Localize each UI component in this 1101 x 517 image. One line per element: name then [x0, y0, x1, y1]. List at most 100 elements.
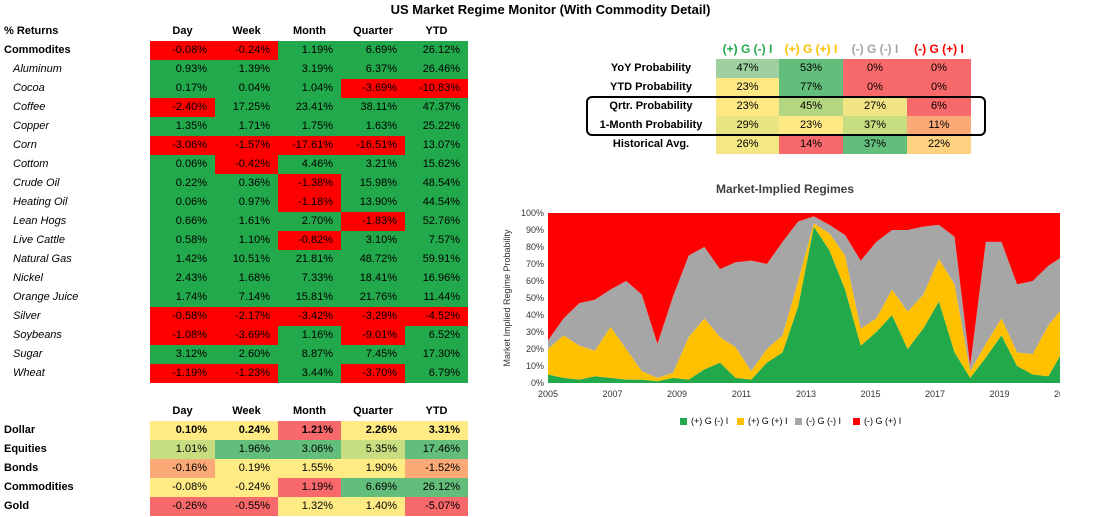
probability-cell: 53% [779, 59, 843, 78]
regime-header: (+) G (-) I [722, 42, 773, 56]
commodity-label: Aluminum [13, 63, 62, 75]
asset-header-month: Month [293, 405, 326, 417]
commodity-label: Heating Oil [13, 196, 68, 208]
legend-label: (-) G (+) I [864, 416, 902, 426]
asset-cell: -0.16% [150, 459, 215, 478]
commodity-cell: -1.57% [215, 136, 278, 155]
commodity-cell: 47.37% [405, 98, 468, 117]
commodity-cell: 1.61% [215, 212, 278, 231]
asset-cell: 1.90% [341, 459, 405, 478]
commodity-cell: 23.41% [278, 98, 341, 117]
probability-cell: 47% [716, 59, 779, 78]
legend-swatch [680, 418, 687, 426]
commodity-cell: 3.19% [278, 60, 341, 79]
commodity-cell: 0.36% [215, 174, 278, 193]
asset-cell: 5.35% [341, 440, 405, 459]
commodity-cell: 8.87% [278, 345, 341, 364]
commodity-cell: 0.06% [150, 155, 215, 174]
legend-item: (-) G (+) I [853, 416, 901, 426]
commodities-cell: -0.24% [215, 41, 278, 60]
commodity-cell: 3.44% [278, 364, 341, 383]
probability-cell: 45% [779, 97, 843, 116]
probability-cell: 27% [843, 97, 907, 116]
commodity-cell: 48.54% [405, 174, 468, 193]
commodity-cell: -2.40% [150, 98, 215, 117]
asset-cell: 26.12% [405, 478, 468, 497]
asset-cell: 0.24% [215, 421, 278, 440]
commodity-label: Silver [13, 310, 41, 322]
y-tick-label: 100% [521, 208, 544, 218]
commodity-cell: 11.44% [405, 288, 468, 307]
commodity-cell: 17.25% [215, 98, 278, 117]
commodity-cell: 38.11% [341, 98, 405, 117]
commodity-cell: 1.16% [278, 326, 341, 345]
commodity-cell: -10.83% [405, 79, 468, 98]
commodity-cell: 0.66% [150, 212, 215, 231]
asset-cell: 1.55% [278, 459, 341, 478]
commodity-cell: 2.70% [278, 212, 341, 231]
probability-cell: 26% [716, 135, 779, 154]
commodity-label: Wheat [13, 367, 45, 379]
commodity-cell: 1.71% [215, 117, 278, 136]
commodities-cell: -0.08% [150, 41, 215, 60]
area-series-1 [548, 223, 1060, 382]
commodity-cell: 0.22% [150, 174, 215, 193]
commodity-cell: 7.33% [278, 269, 341, 288]
commodity-cell: 2.43% [150, 269, 215, 288]
probability-cell: 0% [843, 59, 907, 78]
commodity-cell: 7.57% [405, 231, 468, 250]
commodity-cell: 1.74% [150, 288, 215, 307]
commodities-cell: 26.12% [405, 41, 468, 60]
commodity-cell: 25.22% [405, 117, 468, 136]
commodity-cell: 6.79% [405, 364, 468, 383]
y-tick-label: 60% [526, 276, 544, 286]
commodity-cell: 18.41% [341, 269, 405, 288]
regime-header: (+) G (+) I [784, 42, 838, 56]
probability-label: Qrtr. Probability [609, 100, 693, 112]
asset-label: Dollar [4, 424, 36, 436]
probability-cell: 6% [907, 97, 971, 116]
asset-cell: -1.52% [405, 459, 468, 478]
probability-cell: 29% [716, 116, 779, 135]
commodity-cell: -0.58% [150, 307, 215, 326]
commodity-cell: 3.10% [341, 231, 405, 250]
probability-cell: 77% [779, 78, 843, 97]
commodity-cell: 26.46% [405, 60, 468, 79]
legend-item: (-) G (-) I [795, 416, 841, 426]
asset-label: Bonds [4, 462, 39, 474]
commodity-label: Natural Gas [13, 253, 72, 265]
asset-cell: 3.31% [405, 421, 468, 440]
probability-cell: 0% [843, 78, 907, 97]
commodity-cell: -0.82% [278, 231, 341, 250]
y-tick-label: 0% [531, 378, 544, 388]
commodity-label: Coffee [13, 101, 46, 113]
commodity-cell: 13.07% [405, 136, 468, 155]
column-header-quarter: Quarter [353, 25, 393, 37]
commodity-label: Soybeans [13, 329, 62, 341]
commodity-cell: 16.96% [405, 269, 468, 288]
x-tick-label: 2007 [602, 389, 622, 399]
commodity-cell: 15.98% [341, 174, 405, 193]
column-header-week: Week [232, 25, 261, 37]
commodity-cell: 17.30% [405, 345, 468, 364]
commodity-cell: 52.76% [405, 212, 468, 231]
commodity-cell: -2.17% [215, 307, 278, 326]
commodity-cell: -1.18% [278, 193, 341, 212]
probability-cell: 37% [843, 116, 907, 135]
area-series-2 [548, 216, 1060, 378]
commodity-label: Copper [13, 120, 50, 132]
regime-header: (-) G (+) I [914, 42, 964, 56]
x-tick-label: 2019 [989, 389, 1009, 399]
commodity-cell: 6.37% [341, 60, 405, 79]
commodity-cell: 0.97% [215, 193, 278, 212]
y-tick-label: 20% [526, 344, 544, 354]
asset-cell: -5.07% [405, 497, 468, 516]
commodity-cell: 15.81% [278, 288, 341, 307]
commodity-cell: 1.63% [341, 117, 405, 136]
commodity-cell: -1.83% [341, 212, 405, 231]
y-axis-label: Market Implied Regime Probability [502, 229, 512, 367]
commodity-cell: 21.76% [341, 288, 405, 307]
probability-cell: 23% [716, 97, 779, 116]
commodity-cell: 1.75% [278, 117, 341, 136]
returns-header-label: % Returns [4, 25, 59, 37]
